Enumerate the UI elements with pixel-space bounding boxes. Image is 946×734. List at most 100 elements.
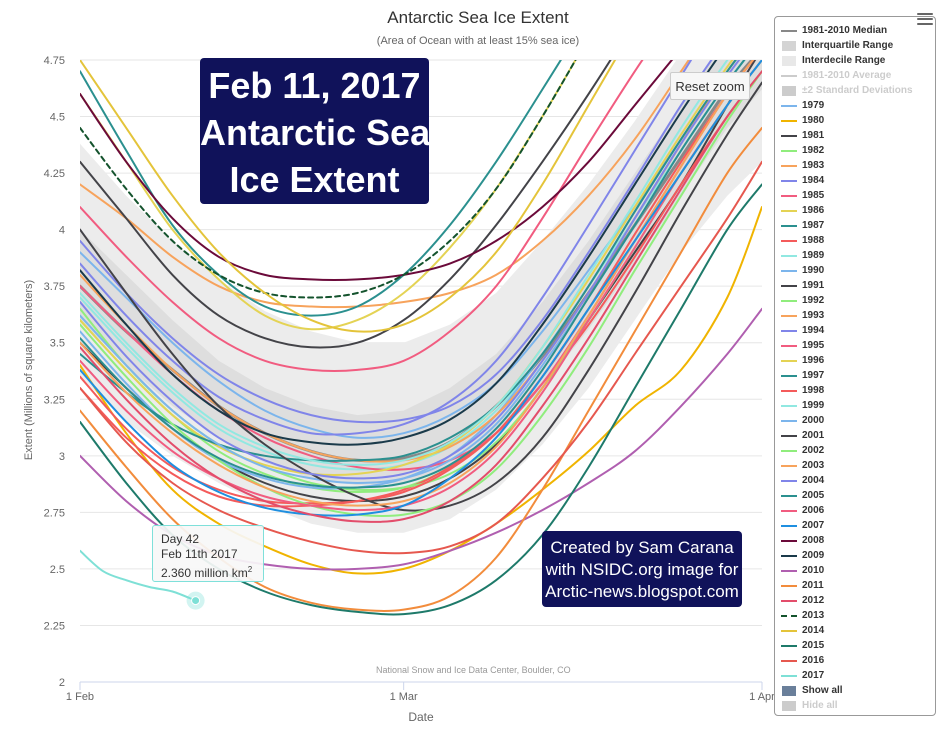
series-line-2013[interactable] (80, 0, 762, 299)
legend-item[interactable]: 1995 (781, 338, 824, 353)
legend-item[interactable]: Interdecile Range (781, 53, 885, 68)
series-line-2014[interactable] (80, 0, 762, 333)
legend-item[interactable]: Show all (781, 683, 843, 698)
legend-item[interactable]: 1994 (781, 323, 824, 338)
legend-symbol-icon (781, 116, 797, 126)
series-line-1991[interactable] (80, 0, 762, 349)
legend-item[interactable]: 2001 (781, 428, 824, 443)
legend-symbol-icon (781, 191, 797, 201)
legend-label: 1989 (802, 250, 825, 261)
series-line-1985[interactable] (80, 0, 762, 373)
legend-label: 1982 (802, 145, 825, 156)
x-tick-label: 1 Feb (66, 691, 94, 703)
series-line-2005[interactable] (80, 37, 762, 489)
banner-line-2: Antarctic Sea (200, 112, 431, 153)
series-line-2009[interactable] (80, 0, 762, 446)
tooltip-date: Feb 11th 2017 (161, 547, 238, 561)
legend-symbol-icon (781, 431, 797, 441)
series-line-2006[interactable] (80, 60, 762, 512)
legend-item[interactable]: ±2 Standard Deviations (781, 83, 913, 98)
legend-item[interactable]: 2013 (781, 608, 824, 623)
legend-item[interactable]: 1979 (781, 98, 824, 113)
legend-item[interactable]: 2005 (781, 488, 824, 503)
legend-item[interactable]: 1981-2010 Average (781, 68, 891, 83)
legend-label: 1992 (802, 295, 825, 306)
legend-item[interactable]: 1993 (781, 308, 824, 323)
legend-item[interactable]: 1981 (781, 128, 824, 143)
legend-item[interactable]: 2010 (781, 563, 824, 578)
legend-item[interactable]: 1989 (781, 248, 824, 263)
legend-symbol-icon (781, 341, 797, 351)
y-axis-label: Extent (Millions of square kilometers) (23, 280, 35, 460)
series-line-1996[interactable] (80, 22, 762, 477)
axes: 2 2.25 2.5 2.75 3 3.25 3.5 3.75 4 4.25 4.5 4.75 1 Fe… (44, 55, 776, 703)
series-line-2008[interactable] (80, 0, 762, 281)
series-line-2012[interactable] (80, 70, 762, 523)
legend-item[interactable]: 1984 (781, 173, 824, 188)
legend-item[interactable]: 1999 (781, 398, 824, 413)
series-line-2003[interactable] (80, 49, 762, 507)
legend-item[interactable]: 2017 (781, 668, 824, 683)
hover-point[interactable] (191, 596, 201, 606)
legend-item[interactable]: 1983 (781, 158, 824, 173)
series-line-2007[interactable] (80, 60, 762, 517)
legend-item[interactable]: 2000 (781, 413, 824, 428)
legend-item[interactable]: 2007 (781, 518, 824, 533)
legend-item[interactable]: 1988 (781, 233, 824, 248)
legend-item[interactable]: 2006 (781, 503, 824, 518)
legend-item[interactable]: Hide all (781, 698, 838, 713)
series-line-1994[interactable] (80, 0, 762, 424)
series-line-1997[interactable] (80, 26, 762, 462)
legend-label: 1999 (802, 400, 825, 411)
legend-item[interactable]: 2004 (781, 473, 824, 488)
legend-item[interactable]: 1996 (781, 353, 824, 368)
series-line-2017[interactable] (80, 549, 197, 602)
legend-item[interactable]: 2014 (781, 623, 824, 638)
legend-item[interactable]: 1982 (781, 143, 824, 158)
legend-item[interactable]: 2011 (781, 578, 824, 593)
legend-item[interactable]: 2009 (781, 548, 824, 563)
hamburger-menu-icon[interactable] (917, 13, 933, 26)
series-line-1988[interactable] (80, 70, 762, 508)
legend-symbol-icon (781, 221, 797, 231)
legend-item[interactable]: 1986 (781, 203, 824, 218)
legend-item[interactable]: 1998 (781, 383, 824, 398)
reset-zoom-button[interactable]: Reset zoom (670, 72, 750, 100)
legend-symbol-icon (781, 446, 797, 456)
legend-item[interactable]: 2008 (781, 533, 824, 548)
legend-item[interactable]: 2015 (781, 638, 824, 653)
legend-symbol-icon (781, 161, 797, 171)
legend-item[interactable]: 1980 (781, 113, 824, 128)
legend-item[interactable]: 2016 (781, 653, 824, 668)
legend-item[interactable]: 1992 (781, 293, 824, 308)
credit-line-3: Arctic-news.blogspot.com (545, 582, 739, 601)
legend-symbol-icon (781, 416, 797, 426)
legend-item[interactable]: 1991 (781, 278, 824, 293)
credit-line-1: Created by Sam Carana (550, 538, 734, 557)
legend-symbol-icon (781, 626, 797, 636)
series-line-1986[interactable] (80, 0, 762, 331)
legend-item[interactable]: 1997 (781, 368, 824, 383)
series-line-1987[interactable] (80, 0, 762, 317)
tooltip-value: 2.360 million km2 (161, 562, 263, 581)
series-line-1983[interactable] (80, 0, 762, 309)
y-tick-label: 3.5 (50, 338, 65, 350)
legend-item[interactable]: 1981-2010 Median (781, 23, 887, 38)
legend-item[interactable]: 2012 (781, 593, 824, 608)
series-line-2001[interactable] (80, 81, 762, 512)
legend-label: 1985 (802, 190, 825, 201)
legend-item[interactable]: Interquartile Range (781, 38, 893, 53)
series-line-1980[interactable] (80, 206, 762, 575)
credit-line-2: with NSIDC.org image for (545, 560, 739, 579)
legend-item[interactable]: 1987 (781, 218, 824, 233)
legend-label: ±2 Standard Deviations (802, 85, 913, 96)
legend-item[interactable]: 1985 (781, 188, 824, 203)
legend-item[interactable]: 2002 (781, 443, 824, 458)
legend-symbol-icon (781, 685, 797, 696)
series-line-1999[interactable] (80, 15, 762, 466)
legend-item[interactable]: 2003 (781, 458, 824, 473)
series-line-2004[interactable] (80, 31, 762, 480)
legend-item[interactable]: 1990 (781, 263, 824, 278)
hover-marker (186, 591, 205, 610)
series-line-2016[interactable] (80, 160, 762, 555)
